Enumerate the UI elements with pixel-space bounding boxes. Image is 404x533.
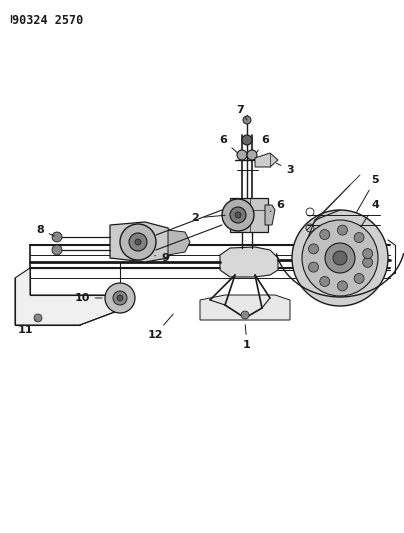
Circle shape [237,150,247,160]
Text: 7: 7 [236,105,247,120]
Polygon shape [110,222,175,262]
Polygon shape [168,230,190,255]
Text: 6: 6 [219,135,238,153]
Circle shape [135,239,141,245]
Circle shape [292,210,388,306]
Text: 2: 2 [191,213,225,223]
Polygon shape [230,198,268,232]
Circle shape [247,150,257,160]
Circle shape [337,225,347,235]
Circle shape [129,233,147,251]
Polygon shape [255,153,278,167]
Circle shape [325,243,355,273]
Text: 4: 4 [362,200,379,225]
Circle shape [309,244,318,254]
Text: 6: 6 [257,135,269,152]
Text: 90324 2570: 90324 2570 [12,14,83,27]
Polygon shape [200,295,290,320]
Circle shape [222,199,254,231]
Circle shape [242,135,252,145]
Circle shape [235,212,241,218]
Circle shape [354,232,364,243]
Text: 9: 9 [155,253,169,263]
Text: 3: 3 [276,163,294,175]
Polygon shape [15,268,120,325]
Circle shape [302,220,378,296]
Circle shape [320,230,330,239]
Circle shape [120,224,156,260]
Circle shape [230,207,246,223]
Polygon shape [265,205,275,225]
Circle shape [337,281,347,291]
Circle shape [309,262,318,272]
Text: 10: 10 [74,293,102,303]
Text: 11: 11 [17,320,36,335]
Text: 12: 12 [147,314,173,340]
Circle shape [333,251,347,265]
Circle shape [52,232,62,242]
Text: 1: 1 [243,325,251,350]
Circle shape [105,283,135,313]
Circle shape [52,245,62,255]
Text: 8: 8 [36,225,55,236]
Circle shape [117,295,123,301]
Circle shape [243,116,251,124]
Circle shape [34,314,42,322]
Circle shape [320,277,330,286]
Circle shape [363,248,372,259]
Circle shape [241,311,249,319]
Circle shape [363,257,372,268]
Text: 5: 5 [356,175,379,213]
Circle shape [354,273,364,284]
Circle shape [113,291,127,305]
Polygon shape [220,247,278,277]
Text: 6: 6 [270,200,284,212]
